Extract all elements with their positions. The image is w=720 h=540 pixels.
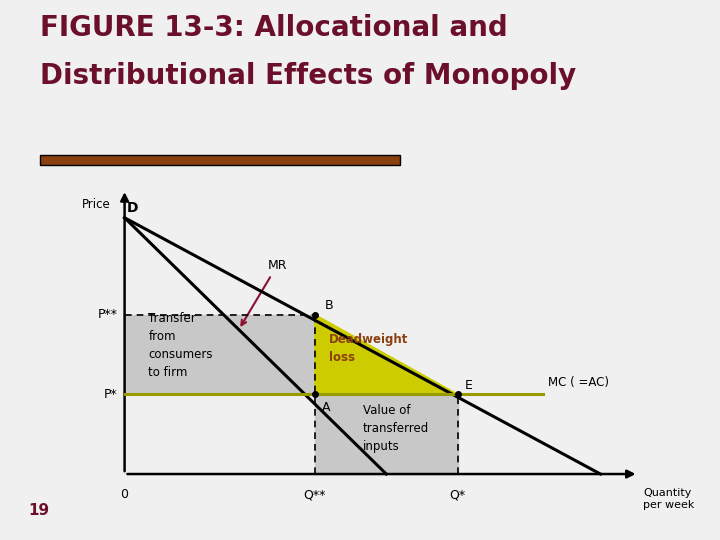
Text: D: D bbox=[127, 201, 138, 215]
Text: A: A bbox=[322, 401, 330, 414]
Text: B: B bbox=[325, 299, 333, 312]
Text: 19: 19 bbox=[29, 503, 50, 518]
Text: MC ( =AC): MC ( =AC) bbox=[548, 376, 609, 389]
Text: 0: 0 bbox=[120, 488, 129, 501]
Text: Q*: Q* bbox=[449, 488, 466, 501]
Text: Value of
transferred
inputs: Value of transferred inputs bbox=[362, 404, 428, 453]
Text: Quantity
per week: Quantity per week bbox=[643, 488, 695, 510]
Text: MR: MR bbox=[241, 259, 287, 325]
Text: Deadweight
loss: Deadweight loss bbox=[329, 333, 408, 365]
Text: FIGURE 13-3: Allocational and: FIGURE 13-3: Allocational and bbox=[40, 14, 508, 42]
Text: P**: P** bbox=[97, 308, 117, 321]
Text: E: E bbox=[465, 379, 473, 392]
Text: Distributional Effects of Monopoly: Distributional Effects of Monopoly bbox=[40, 62, 576, 90]
Text: Price: Price bbox=[81, 198, 110, 211]
Text: P*: P* bbox=[104, 388, 117, 401]
Text: Q**: Q** bbox=[304, 488, 326, 501]
Polygon shape bbox=[315, 315, 458, 394]
Text: Transfer
from
consumers
to firm: Transfer from consumers to firm bbox=[148, 313, 213, 380]
